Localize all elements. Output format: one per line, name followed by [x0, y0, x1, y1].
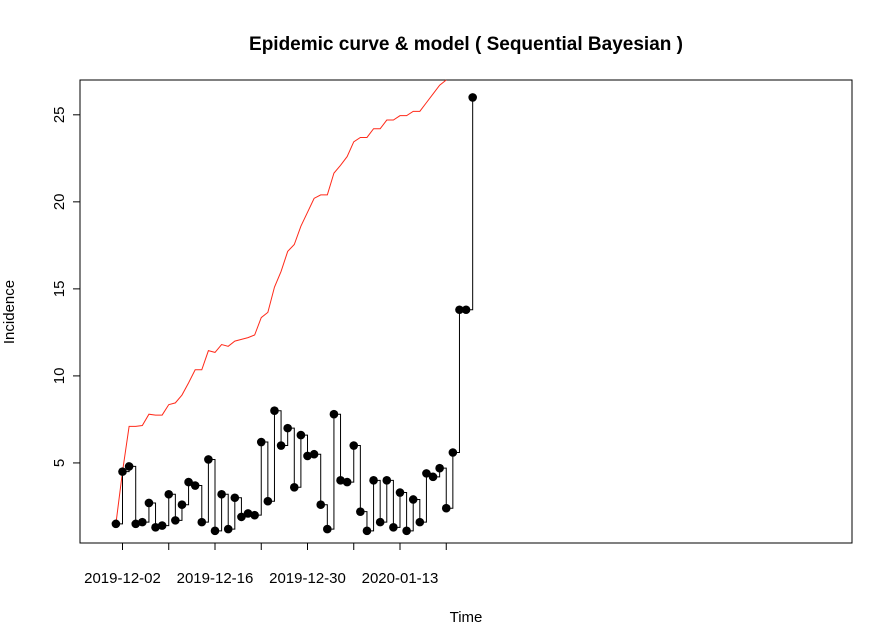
- observed-point: [422, 469, 431, 478]
- observed-point: [289, 483, 299, 492]
- observed-point: [177, 500, 187, 510]
- observed-point: [375, 517, 385, 527]
- observed-point: [138, 517, 147, 527]
- y-tick-label: 5: [51, 459, 68, 467]
- observed-point: [237, 512, 246, 522]
- observed-point: [362, 526, 372, 536]
- observed-point: [118, 467, 127, 476]
- y-tick-label: 10: [51, 368, 68, 385]
- observed-point: [303, 451, 312, 461]
- observed-point: [329, 409, 339, 419]
- observed-point: [131, 519, 141, 529]
- observed-point: [448, 448, 458, 457]
- observed-point: [230, 493, 240, 503]
- observed-point: [171, 516, 180, 525]
- observed-point: [276, 441, 286, 450]
- model-curve-line: [115, 79, 447, 524]
- observed-point: [389, 523, 398, 532]
- observed-point: [184, 477, 193, 487]
- y-tick-label: 25: [51, 106, 68, 123]
- x-axis: 2019-12-02 2019-12-16 2019-12-30 2020-01-13: [84, 542, 447, 587]
- observed-point: [197, 517, 207, 527]
- observed-point: [402, 526, 411, 536]
- observed-point: [164, 489, 174, 499]
- observed-step-line: [115, 97, 474, 532]
- observed-point: [468, 93, 477, 102]
- observed-point: [157, 521, 167, 530]
- x-tick-label: 2019-12-02: [84, 570, 161, 587]
- observed-point: [323, 524, 332, 534]
- observed-point: [111, 519, 121, 529]
- observed-point: [316, 500, 326, 510]
- observed-point: [210, 526, 220, 536]
- observed-point: [461, 305, 471, 315]
- observed-point: [263, 496, 273, 506]
- observed-point: [369, 476, 378, 485]
- observed-point: [408, 495, 418, 504]
- observed-point: [428, 472, 438, 482]
- model-curve-layer: [115, 79, 447, 524]
- observed-point: [382, 476, 392, 485]
- observed-point: [217, 489, 226, 499]
- observed-point: [243, 509, 253, 518]
- observed-point: [336, 476, 345, 485]
- observed-point: [349, 441, 359, 450]
- observed-point: [270, 406, 279, 416]
- observed-point: [342, 477, 352, 487]
- x-tick-label: 2019-12-30: [269, 570, 346, 587]
- observed-point: [356, 507, 365, 516]
- observed-incidence-layer: [111, 93, 477, 536]
- observed-point: [190, 481, 200, 490]
- x-axis-label: Time: [450, 609, 483, 626]
- observed-point: [223, 524, 233, 534]
- observed-point: [395, 488, 405, 497]
- observed-point: [250, 510, 259, 520]
- observed-point: [256, 437, 266, 447]
- chart-title: Epidemic curve & model ( Sequential Baye…: [249, 34, 683, 55]
- observed-point: [415, 517, 425, 527]
- observed-point: [124, 462, 134, 471]
- x-tick-label: 2020-01-13: [362, 570, 439, 587]
- observed-point: [435, 463, 444, 473]
- observed-point: [144, 498, 154, 508]
- observed-point: [441, 503, 451, 513]
- x-tick-label: 2019-12-16: [177, 570, 254, 587]
- observed-point: [296, 430, 306, 440]
- observed-point: [309, 449, 319, 459]
- observed-point: [455, 305, 464, 315]
- observed-point: [151, 523, 160, 532]
- y-axis: 5 10 15 20 25: [51, 106, 81, 467]
- observed-point: [283, 423, 292, 433]
- y-tick-label: 20: [51, 193, 68, 210]
- y-axis-label: Incidence: [1, 280, 18, 344]
- y-tick-label: 15: [51, 281, 68, 298]
- observed-point: [204, 455, 213, 464]
